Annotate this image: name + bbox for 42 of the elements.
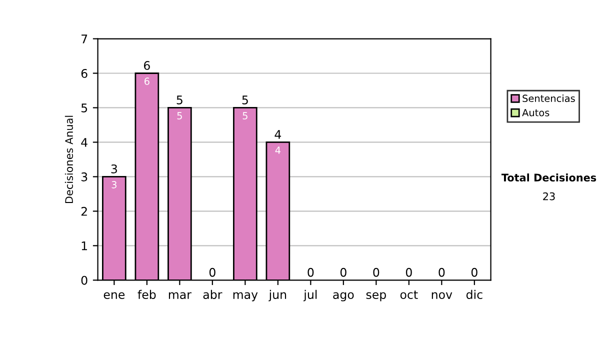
total-label: 4 [274, 130, 282, 139]
x-tick-label: jun [268, 290, 286, 302]
total-label: 5 [176, 96, 182, 104]
data-label: 6 [144, 78, 150, 85]
x-tick-label: ago [333, 292, 354, 302]
total-label: 0 [471, 268, 478, 277]
total-label: 0 [340, 268, 346, 277]
x-tick-label: ene [104, 292, 125, 300]
y-tick-label: 6 [81, 68, 88, 78]
y-axis-title: Decisiones Anual [64, 116, 73, 203]
data-label: 4 [275, 146, 280, 154]
y-tick-label: 4 [81, 138, 88, 147]
x-tick-label: sep [366, 292, 386, 302]
legend-label: Sentencias [522, 94, 575, 102]
x-tick-label: nov [432, 292, 452, 300]
x-tick-label: oct [400, 290, 418, 300]
total-label: 0 [308, 268, 314, 277]
data-label: 5 [177, 112, 182, 120]
total-label: 3 [111, 164, 117, 174]
total-label: 5 [242, 96, 248, 104]
total-label: 0 [406, 268, 412, 277]
text: 23 [543, 192, 555, 200]
x-tick-label: jul [303, 290, 317, 302]
total-label: 6 [144, 60, 150, 70]
legend-label: Autos [522, 109, 550, 116]
y-tick-label: 7 [82, 34, 88, 44]
x-tick-label: dic [466, 290, 482, 300]
data-label: 3 [112, 181, 116, 188]
data-label: 5 [242, 112, 248, 120]
y-tick-label: 0 [81, 276, 88, 285]
y-tick-label: 5 [81, 104, 88, 112]
total-label: 0 [438, 268, 445, 277]
y-tick-label: 1 [82, 242, 87, 250]
text: Total Decisiones [501, 173, 596, 182]
y-tick-label: 3 [81, 172, 88, 182]
x-tick-label: feb [138, 290, 156, 300]
x-tick-label: may [233, 292, 258, 302]
x-tick-label: mar [168, 292, 192, 300]
total-label: 0 [209, 268, 216, 277]
total-label: 0 [373, 268, 380, 277]
x-tick-label: abr [203, 290, 222, 300]
y-tick-label: 2 [81, 206, 87, 216]
